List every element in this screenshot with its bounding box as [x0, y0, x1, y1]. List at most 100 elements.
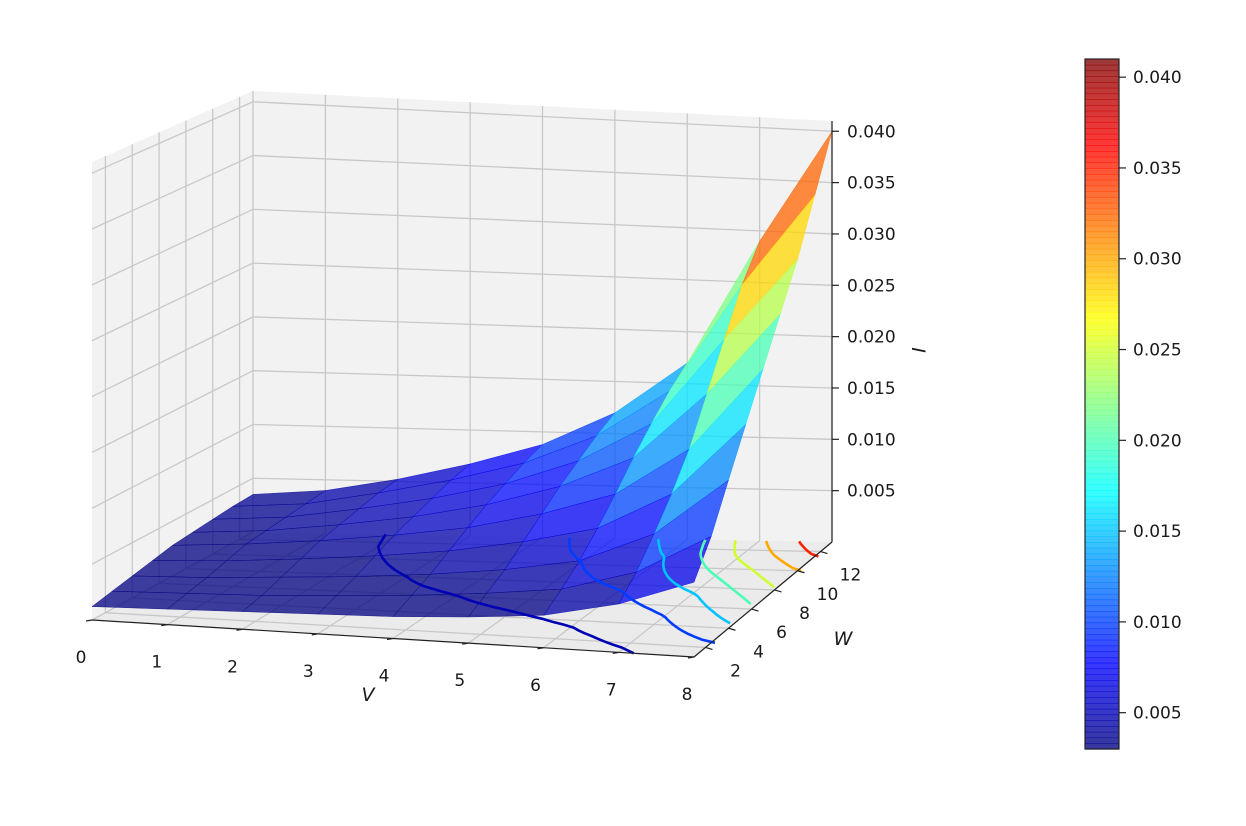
colorbar-swatch: [1085, 714, 1119, 721]
left-grid-z: [91, 262, 254, 342]
colorbar-swatch: [1085, 726, 1119, 733]
x-tick-mark: [85, 619, 93, 622]
colorbar-swatch: [1085, 559, 1119, 566]
colorbar-swatch: [1085, 553, 1119, 560]
y-axis-line: [693, 541, 833, 658]
colorbar-swatch: [1085, 151, 1119, 158]
colorbar-swatch: [1085, 484, 1119, 491]
colorbar-swatch: [1085, 708, 1119, 716]
left-grid-z: [91, 423, 254, 509]
colorbar-tick-label: 0.030: [1133, 250, 1182, 270]
colorbar-swatch: [1085, 593, 1119, 601]
colorbar-swatch: [1085, 668, 1119, 675]
x-tick-mark: [612, 651, 619, 654]
colorbar-swatch: [1085, 317, 1119, 325]
colorbar-swatch: [1085, 329, 1119, 336]
colorbar-swatch: [1085, 519, 1119, 526]
colorbar-swatch: [1085, 496, 1119, 503]
x-tick-mark: [537, 647, 544, 650]
left-grid-z: [91, 316, 254, 398]
colorbar-swatch: [1085, 565, 1119, 572]
colorbar-swatch: [1085, 116, 1119, 123]
colorbar-swatch: [1085, 404, 1119, 411]
y-tick-label: 12: [840, 566, 862, 586]
colorbar-swatch: [1085, 254, 1119, 261]
colorbar-swatch: [1085, 547, 1119, 555]
colorbar-swatch: [1085, 128, 1119, 135]
colorbar-swatch: [1085, 381, 1119, 388]
colorbar-swatch: [1085, 323, 1119, 330]
colorbar-swatch: [1085, 421, 1119, 428]
colorbar-swatch: [1085, 197, 1119, 204]
floor-grid-x: [618, 540, 761, 653]
colorbar-tick-label: 0.015: [1133, 522, 1182, 542]
colorbar-swatch: [1085, 162, 1119, 169]
surface: [91, 131, 833, 618]
back-grid-z: [252, 154, 833, 184]
colorbar-swatch: [1085, 306, 1119, 313]
y-tick-mark: [774, 589, 782, 593]
colorbar-swatch: [1085, 691, 1119, 698]
colorbar-swatch: [1085, 639, 1119, 647]
contour-line: [764, 540, 802, 573]
colorbar-swatch: [1085, 731, 1119, 739]
colorbar-swatch: [1085, 530, 1119, 537]
contour-line: [798, 540, 819, 558]
colorbar-swatch: [1085, 473, 1119, 480]
x-tick-label: 5: [454, 671, 465, 691]
colorbar-swatch: [1085, 542, 1119, 549]
colorbar-swatch: [1085, 208, 1119, 215]
y-tick-label: 2: [730, 661, 741, 681]
colorbar-swatch: [1085, 243, 1119, 250]
x-tick-mark: [311, 633, 318, 636]
colorbar-swatch: [1085, 674, 1119, 681]
y-tick-mark: [797, 570, 805, 574]
colorbar-swatch: [1085, 570, 1119, 578]
x-tick-label: 0: [76, 648, 87, 668]
colorbar-swatch: [1085, 110, 1119, 118]
colorbar-swatch: [1085, 277, 1119, 284]
x-tick-label: 1: [151, 653, 162, 673]
colorbar-swatch: [1085, 369, 1119, 376]
colorbar-tick-label: 0.005: [1133, 704, 1182, 724]
colorbar-swatch: [1085, 185, 1119, 192]
colorbar-swatch: [1085, 346, 1119, 353]
colorbar-swatch: [1085, 70, 1119, 77]
colorbar-frame: [1084, 58, 1120, 750]
colorbar-swatch: [1085, 386, 1119, 394]
axes: 0 1 2 3 4 5 6 7 8246810120.0050.0100.0150.0200.0…: [76, 121, 929, 706]
colorbar-swatch: [1085, 622, 1119, 629]
colorbar-swatch: [1085, 605, 1119, 612]
z-tick-label: 0.035: [847, 174, 896, 194]
y-tick-mark: [820, 551, 828, 555]
colorbar-swatch: [1085, 432, 1119, 440]
z-tick-label: 0.010: [847, 430, 896, 450]
x-tick-label: 4: [379, 667, 390, 687]
colorbar-swatch: [1085, 524, 1119, 532]
colorbar-swatch: [1085, 266, 1119, 273]
colorbar-swatch: [1085, 467, 1119, 474]
colorbar-swatch: [1085, 438, 1119, 445]
colorbar-swatch: [1085, 220, 1119, 227]
colorbar-swatch: [1085, 576, 1119, 583]
contour-lines: [376, 533, 819, 655]
colorbar-swatch: [1085, 300, 1119, 307]
x-tick-mark: [386, 637, 394, 641]
colorbar-swatch: [1085, 616, 1119, 624]
colorbar-swatch: [1085, 225, 1119, 233]
y-tick-mark: [705, 646, 713, 650]
colorbar-swatch: [1085, 76, 1119, 83]
colorbar-swatch: [1085, 599, 1119, 606]
colorbar-swatch: [1085, 87, 1119, 95]
left-grid-z: [91, 477, 254, 565]
contour-line: [733, 540, 776, 589]
z-tick-label: 0.040: [847, 122, 896, 142]
colorbar-swatch: [1085, 363, 1119, 371]
colorbar-swatch: [1085, 64, 1119, 72]
colorbar-swatch: [1085, 59, 1119, 66]
left-grid-z: [91, 370, 254, 454]
colorbar-swatch: [1085, 628, 1119, 635]
colorbar-swatch: [1085, 450, 1119, 457]
y-tick-label: 6: [776, 623, 787, 643]
